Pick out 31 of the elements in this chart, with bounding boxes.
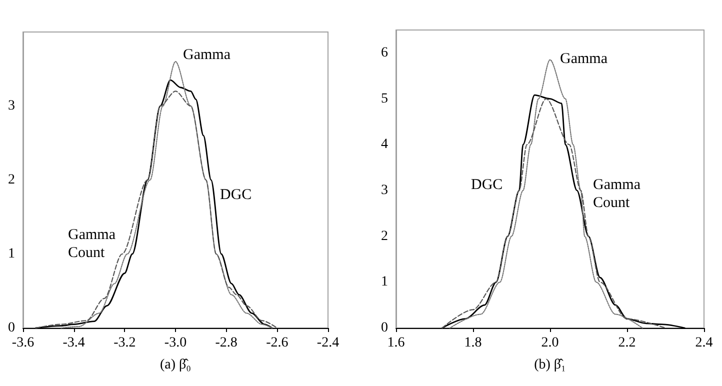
x-tick-label: -3.6 (12, 336, 34, 350)
annotation: DGC (220, 187, 252, 203)
x-tick-label: 2.2 (618, 336, 636, 350)
y-tick-label: 2 (381, 228, 388, 244)
annotation: Gamma (183, 47, 231, 63)
x-axis-title: (b) β̂₁ (534, 358, 566, 372)
x-tick-label: -3.0 (164, 336, 187, 350)
x-tick-label: -3.4 (62, 336, 85, 350)
x-tick-label: -3.2 (114, 336, 136, 350)
annotation: Gamma (560, 51, 608, 67)
x-tick-label: 1.8 (464, 336, 482, 350)
x-tick-label: -2.8 (215, 336, 238, 350)
y-tick-label: 1 (8, 246, 15, 262)
y-tick-label: 3 (8, 98, 15, 114)
annotation: DGC (471, 177, 503, 193)
y-tick-label: 1 (381, 274, 388, 290)
x-tick-label: 2.0 (541, 336, 559, 350)
x-axis-title: (a) β̂₀ (160, 358, 192, 372)
x-tick-label: -2.6 (266, 336, 288, 350)
y-tick-label: 6 (381, 45, 388, 60)
y-tick-label: 3 (381, 182, 388, 198)
x-tick-label: 2.4 (695, 336, 713, 350)
y-tick-label: 5 (381, 91, 388, 106)
y-tick-label: 0 (381, 320, 388, 336)
annotation: Gamma Count (593, 177, 641, 211)
y-tick-label: 0 (8, 320, 15, 336)
x-tick-label: -2.4 (316, 336, 340, 350)
x-tick-label: 1.6 (387, 336, 405, 350)
annotation: Gamma Count (68, 227, 116, 261)
y-tick-label: 2 (8, 172, 15, 188)
y-tick-label: 4 (381, 137, 388, 152)
